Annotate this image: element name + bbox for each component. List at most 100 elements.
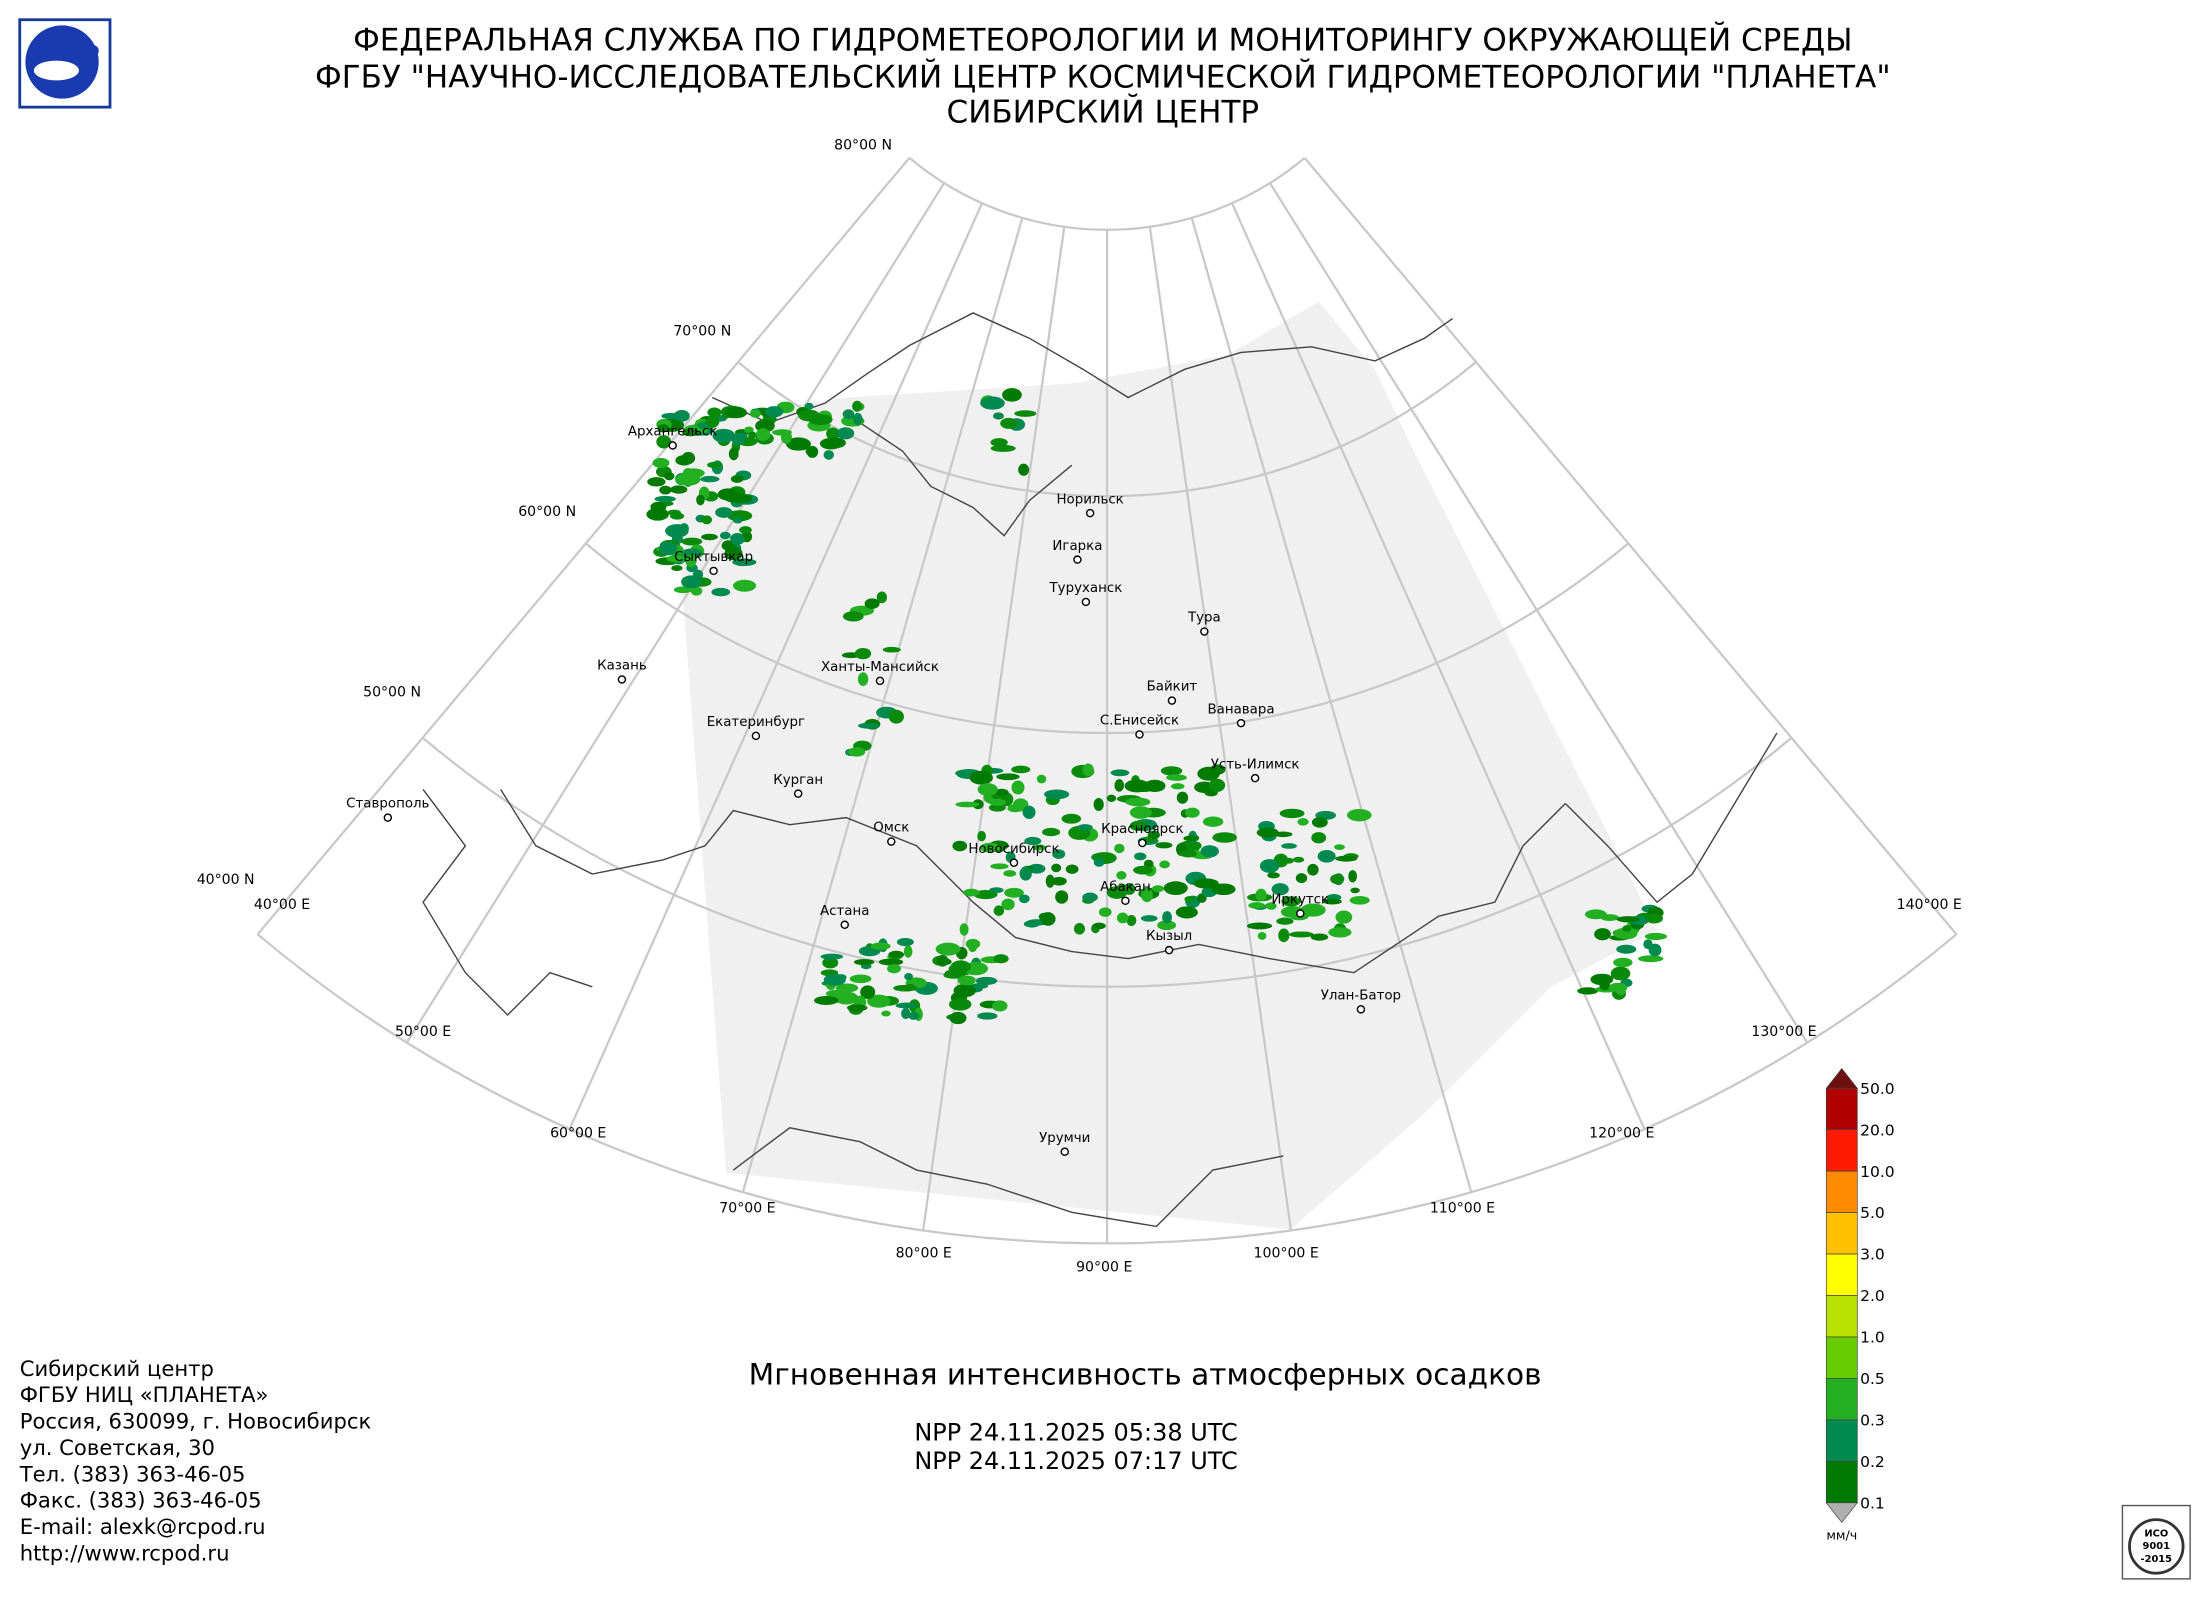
rain-patch: [732, 558, 757, 567]
rain-patch: [904, 973, 913, 981]
city-marker: [1236, 718, 1246, 728]
meridian-label: 90°00 E: [1076, 1260, 1132, 1276]
rain-patch: [893, 984, 918, 992]
rain-patch: [849, 974, 872, 984]
rain-patch: [823, 973, 846, 986]
rain-patch: [1018, 463, 1030, 476]
iso-badge: ИСО 9001 -2015: [2121, 1504, 2191, 1580]
meridian-label: 120°00 E: [1589, 1126, 1654, 1142]
rain-patch: [1295, 873, 1308, 884]
rain-patch: [988, 803, 1006, 812]
meridian-label: 100°00 E: [1254, 1245, 1319, 1261]
rain-patch: [854, 648, 872, 660]
rain-patch: [864, 598, 880, 609]
rain-patch: [963, 888, 980, 897]
city-label: Кызыл: [1146, 929, 1192, 944]
rain-patch: [980, 842, 1000, 853]
meridian-label: 130°00 E: [1751, 1024, 1816, 1040]
rain-patch: [870, 942, 891, 950]
city-marker: [1081, 597, 1091, 607]
city-label: Ванавара: [1207, 702, 1274, 717]
city-label: Тура: [1187, 611, 1221, 626]
city-label: Архангельск: [628, 425, 718, 440]
rain-patch: [852, 400, 863, 412]
city-label: Улан-Батор: [1321, 988, 1401, 1003]
logo: [18, 18, 112, 109]
rain-patch: [847, 1004, 868, 1012]
city-marker: [668, 441, 677, 450]
rain-patch: [989, 798, 1007, 806]
contact-line: E-mail: alexk@rcpod.ru: [20, 1514, 266, 1539]
colorbar-swatch: [1825, 1212, 1858, 1255]
rain-patch: [1155, 842, 1173, 849]
rain-patch: [822, 957, 839, 969]
rain-patch: [1267, 872, 1280, 879]
colorbar-label: 1.0: [1860, 1329, 1885, 1347]
rain-patch: [1036, 774, 1047, 784]
rain-patch: [1184, 896, 1195, 902]
rain-patch: [1002, 388, 1022, 402]
rain-patch: [673, 409, 690, 422]
rain-patch: [681, 575, 702, 589]
rain-patch: [957, 975, 976, 986]
rain-patch: [707, 461, 722, 469]
city-label: Усть-Илимск: [1211, 757, 1300, 772]
rain-patch: [936, 954, 949, 967]
graticule: 80°00 N 70°00 N 60°00 N 50°00 N 40°00 N 40°00…: [197, 137, 1962, 1275]
rain-patch: [717, 488, 738, 501]
rain-patch: [1124, 779, 1150, 793]
rain-patch: [853, 412, 863, 426]
rain-patch: [1335, 855, 1358, 862]
meridian: [1303, 157, 1958, 936]
rain-patch: [996, 773, 1020, 781]
rain-patch: [1616, 944, 1637, 954]
rain-patch: [949, 1011, 967, 1025]
city-label: Урумчи: [1039, 1131, 1090, 1146]
rain-patch: [1098, 907, 1112, 917]
rain-patch: [670, 485, 688, 494]
rain-patch: [1292, 856, 1305, 863]
rain-patch: [739, 526, 752, 534]
rain-patch: [1027, 863, 1046, 874]
rain-patch: [1276, 917, 1294, 925]
rain-patch: [990, 863, 1009, 870]
parallel-label: 50°00 N: [363, 684, 421, 700]
colorbar-unit: мм/ч: [1826, 1527, 1857, 1542]
rain-patch: [1310, 933, 1329, 941]
rain-patch: [980, 396, 1005, 410]
rain-patch: [1125, 797, 1151, 807]
rain-patch: [1032, 844, 1047, 851]
meridian: [741, 217, 1024, 1193]
rain-patch: [1600, 914, 1619, 921]
parallel-label: 60°00 N: [518, 504, 576, 520]
rain-patch: [680, 548, 703, 559]
rain-patch: [1045, 874, 1055, 888]
city-marker: [1138, 838, 1147, 848]
rain-patch: [876, 591, 888, 604]
rain-patch: [1000, 417, 1018, 429]
rain-patch: [935, 942, 961, 956]
parallel-label: 80°00 N: [834, 137, 892, 153]
colorbar-swatch: [1825, 1253, 1858, 1296]
rain-patch: [1044, 789, 1070, 800]
rain-patch: [657, 424, 670, 433]
city-label: Иркутск: [1271, 893, 1329, 908]
rain-patch: [814, 995, 839, 1005]
meridian-label: 40°00 E: [254, 897, 310, 913]
rain-patch: [724, 406, 748, 419]
rain-patch: [1297, 818, 1309, 826]
rain-patch: [1001, 898, 1015, 911]
rain-patch: [1281, 896, 1301, 907]
city-marker: [751, 731, 761, 741]
rain-patch: [1114, 779, 1125, 792]
rain-patch: [1042, 827, 1061, 837]
rain-patch: [1212, 832, 1237, 843]
rain-patch: [887, 964, 901, 974]
rain-patch: [1116, 912, 1129, 924]
city-marker: [1121, 896, 1130, 906]
rain-patch: [990, 444, 1016, 452]
rain-patch: [673, 586, 693, 594]
rain-patch: [748, 431, 757, 439]
rain-patch: [765, 406, 784, 418]
